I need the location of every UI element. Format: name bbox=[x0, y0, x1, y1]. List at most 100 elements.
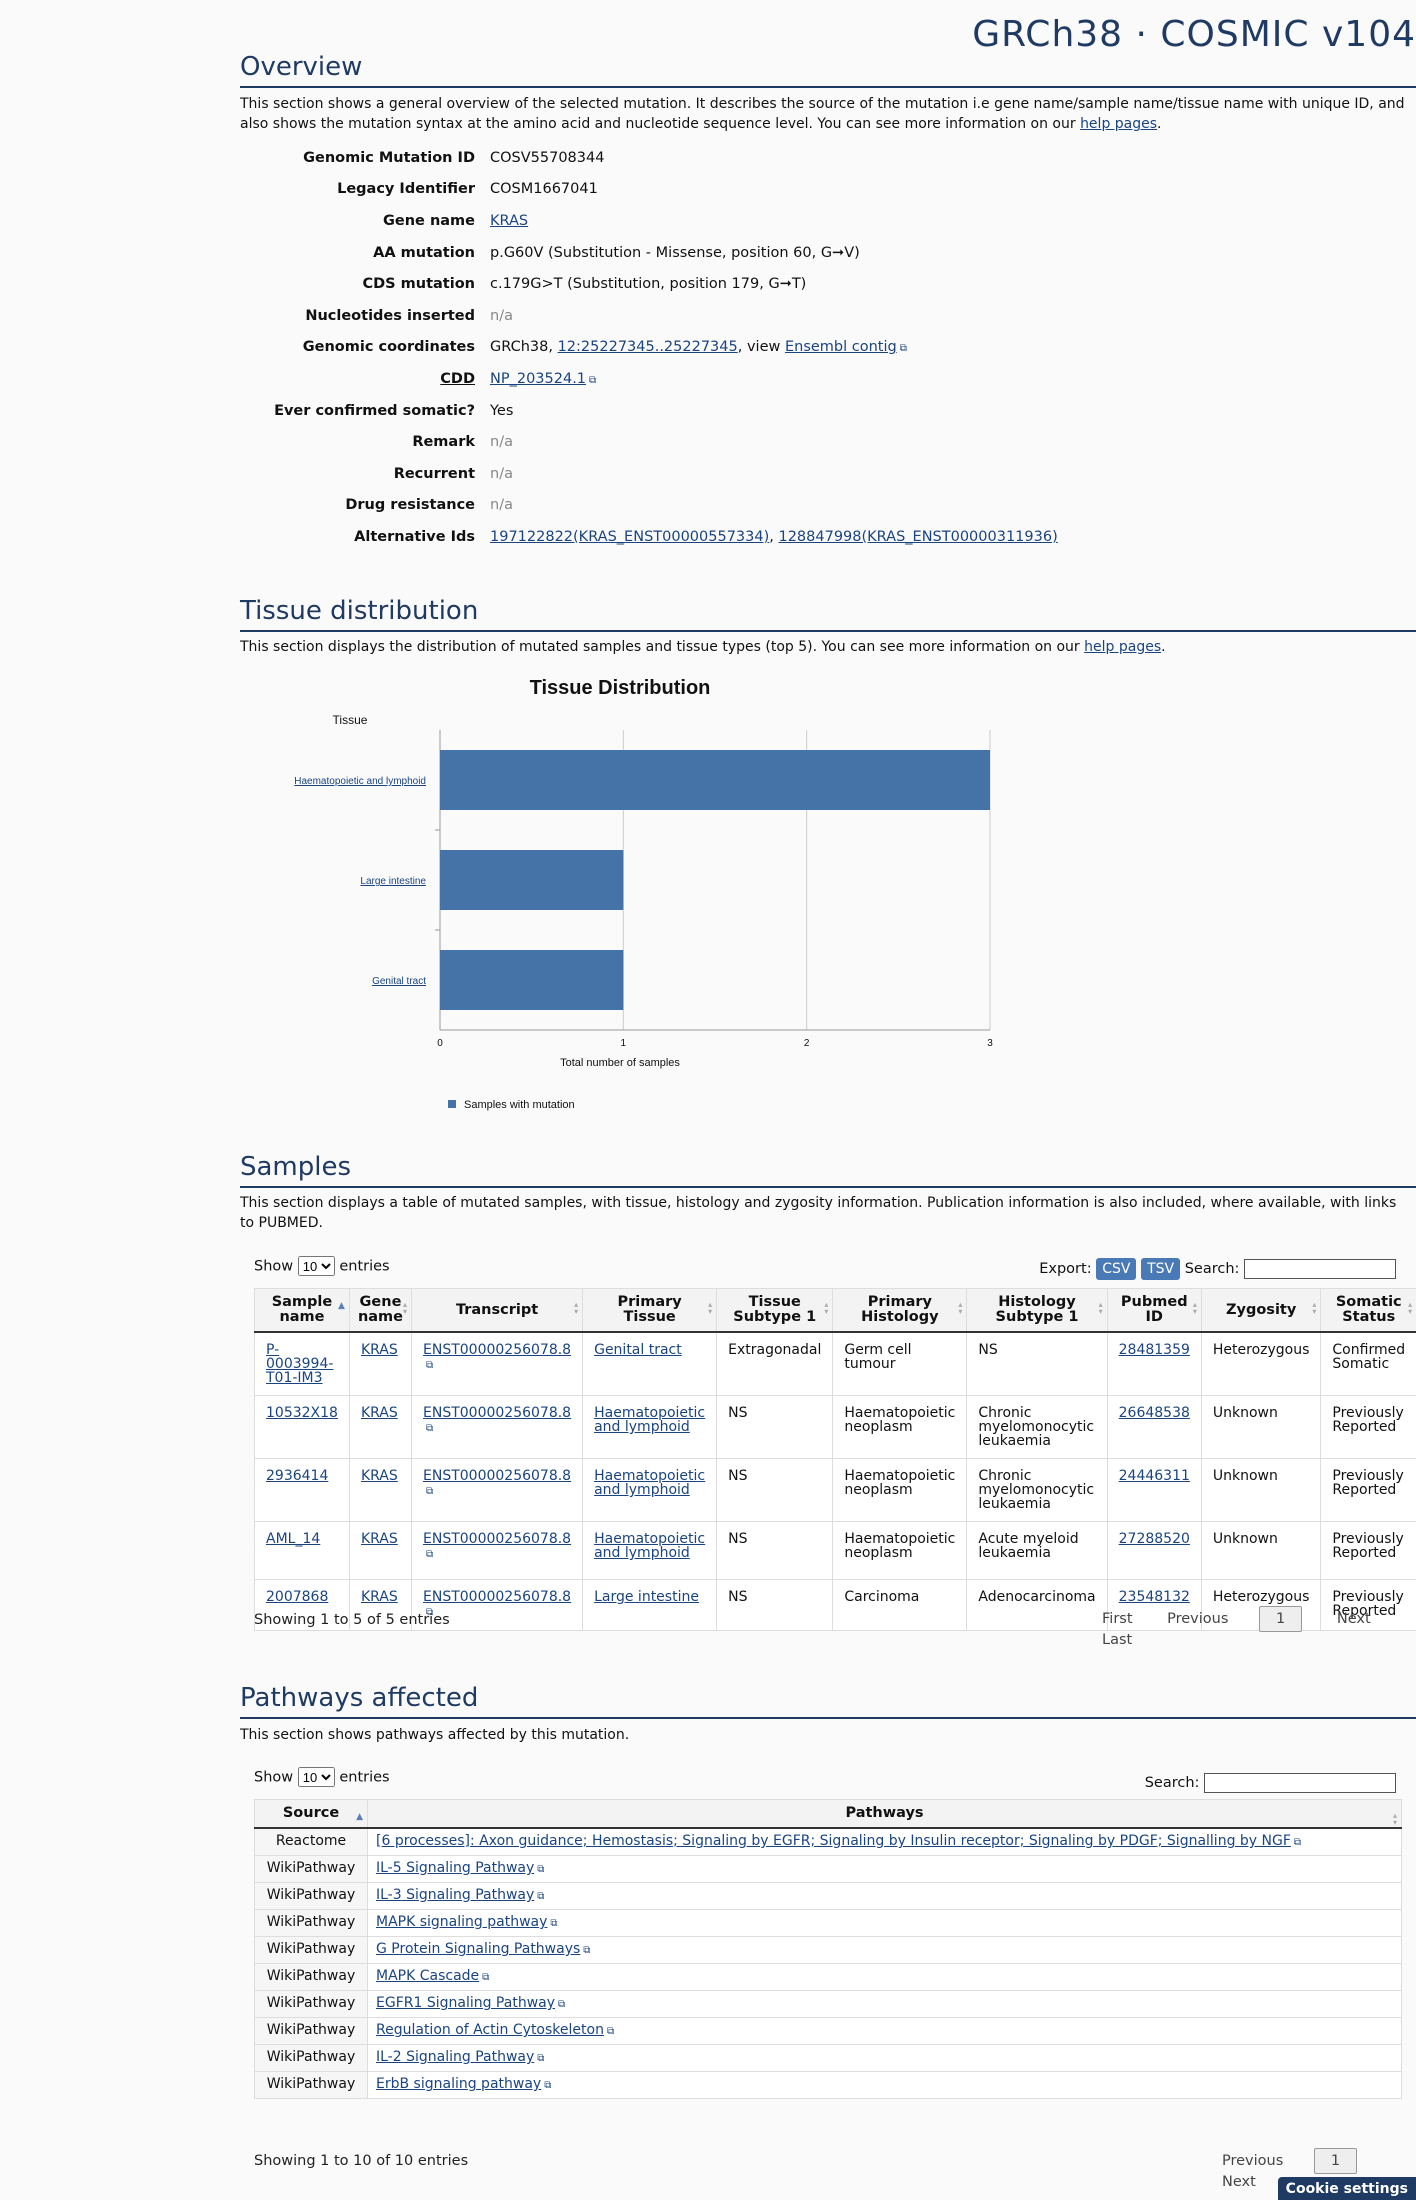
chart-bar[interactable] bbox=[440, 850, 624, 910]
field-drug-resistance: Drug resistance n/a bbox=[240, 490, 1410, 522]
cell-link[interactable]: 2007868 bbox=[266, 1589, 329, 1605]
cell-link[interactable]: 2936414 bbox=[266, 1468, 329, 1484]
chart-bar[interactable] bbox=[440, 750, 990, 810]
cell-link[interactable]: AML_14 bbox=[266, 1531, 321, 1547]
column-header[interactable]: Source bbox=[254, 1799, 368, 1829]
pathway-source: WikiPathway bbox=[266, 2076, 356, 2092]
cell-link[interactable]: KRAS bbox=[360, 1405, 398, 1421]
pager-current[interactable]: 1 bbox=[1313, 2148, 1358, 2174]
gene-name-link[interactable]: KRAS bbox=[490, 212, 529, 229]
pathways-page-size-select[interactable]: 10 bbox=[297, 1767, 335, 1787]
column-header[interactable]: Somatic Status bbox=[1320, 1288, 1416, 1333]
field-label: CDS mutation bbox=[362, 276, 475, 293]
pager-previous[interactable]: Previous bbox=[1167, 1611, 1229, 1627]
field-label: Genomic Mutation ID bbox=[303, 149, 475, 166]
cdd-link[interactable]: NP_203524.1 bbox=[490, 371, 596, 387]
column-header[interactable]: Tissue Subtype 1 bbox=[716, 1288, 834, 1333]
chart-x-tick-label: 0 bbox=[437, 1038, 443, 1049]
column-header[interactable]: Histology Subtype 1 bbox=[966, 1288, 1108, 1333]
chart-category-link[interactable]: Genital tract bbox=[372, 976, 426, 987]
column-header[interactable]: Gene name bbox=[348, 1288, 413, 1333]
cell-text: Heterozygous bbox=[1212, 1589, 1310, 1605]
pathway-link[interactable]: IL-2 Signaling Pathway bbox=[376, 2049, 544, 2065]
table-cell: EGFR1 Signaling Pathway bbox=[367, 1990, 1402, 2018]
tissue-help-link[interactable]: help pages bbox=[1084, 639, 1162, 655]
column-header[interactable]: Sample name bbox=[254, 1288, 350, 1333]
column-header[interactable]: Primary Tissue bbox=[582, 1288, 718, 1333]
ensembl-contig-link[interactable]: Ensembl contig bbox=[785, 339, 907, 355]
cell-link[interactable]: KRAS bbox=[360, 1531, 398, 1547]
export-csv-button[interactable]: CSV bbox=[1096, 1258, 1137, 1280]
cell-link[interactable]: Large intestine bbox=[594, 1589, 699, 1605]
pathway-link[interactable]: [6 processes]: Axon guidance; Hemostasis… bbox=[376, 1833, 1301, 1849]
cell-link[interactable]: ENST00000256078.8 bbox=[423, 1531, 571, 1561]
column-header[interactable]: Primary Histology bbox=[832, 1288, 968, 1333]
field-label[interactable]: CDD bbox=[440, 370, 475, 387]
column-header[interactable]: Pathways bbox=[367, 1799, 1402, 1829]
cell-link[interactable]: Haematopoietic and lymphoid bbox=[594, 1468, 706, 1498]
samples-page-size-select[interactable]: 10 bbox=[297, 1256, 335, 1276]
pager-next[interactable]: Next bbox=[1222, 2174, 1256, 2190]
cell-link[interactable]: ENST00000256078.8 bbox=[423, 1589, 571, 1619]
pathway-link[interactable]: IL-5 Signaling Pathway bbox=[376, 1860, 544, 1876]
cell-link[interactable]: 23548132 bbox=[1118, 1589, 1190, 1605]
cell-text: Haematopoietic neoplasm bbox=[844, 1531, 956, 1561]
pathway-link[interactable]: ErbB signaling pathway bbox=[376, 2076, 551, 2092]
samples-search-input[interactable] bbox=[1244, 1259, 1396, 1279]
pathway-link[interactable]: IL-3 Signaling Pathway bbox=[376, 1887, 544, 1903]
table-row: WikiPathway Regulation of Actin Cytoskele… bbox=[254, 2017, 1402, 2045]
pager-first[interactable]: First bbox=[1102, 1611, 1133, 1627]
pathway-link[interactable]: EGFR1 Signaling Pathway bbox=[376, 1995, 565, 2011]
cell-link[interactable]: 10532X18 bbox=[266, 1405, 338, 1421]
search-label: Search: bbox=[1144, 1775, 1200, 1791]
pager-previous[interactable]: Previous bbox=[1222, 2153, 1284, 2169]
cell-text: Previously Reported bbox=[1332, 1589, 1404, 1619]
cell-link[interactable]: 28481359 bbox=[1118, 1342, 1190, 1358]
cell-link[interactable]: ENST00000256078.8 bbox=[423, 1405, 571, 1435]
pager-next[interactable]: Next bbox=[1336, 1611, 1371, 1627]
cell-link[interactable]: KRAS bbox=[360, 1589, 398, 1605]
pathway-source: WikiPathway bbox=[266, 1941, 356, 1957]
overview-help-link[interactable]: help pages bbox=[1080, 116, 1158, 132]
column-header[interactable]: Pubmed ID bbox=[1106, 1288, 1202, 1333]
cell-link[interactable]: 26648538 bbox=[1118, 1405, 1190, 1421]
chart-bar[interactable] bbox=[440, 950, 624, 1010]
chart-category-link[interactable]: Haematopoietic and lymphoid bbox=[294, 776, 426, 787]
table-row: 2007868 KRAS ENST00000256078.8 Large intest… bbox=[254, 1579, 1416, 1631]
table-cell: [6 processes]: Axon guidance; Hemostasis… bbox=[367, 1828, 1402, 1856]
cell-text: Unknown bbox=[1212, 1468, 1278, 1484]
column-header-label: Zygosity bbox=[1226, 1301, 1297, 1318]
pager-current[interactable]: 1 bbox=[1259, 1606, 1303, 1632]
column-header[interactable]: Zygosity bbox=[1200, 1288, 1322, 1333]
export-tsv-button[interactable]: TSV bbox=[1141, 1258, 1181, 1280]
cell-link[interactable]: 27288520 bbox=[1118, 1531, 1190, 1547]
samples-description: This section displays a table of mutated… bbox=[240, 1195, 1397, 1231]
pager-last[interactable]: Last bbox=[1102, 1632, 1133, 1648]
cell-link[interactable]: Genital tract bbox=[594, 1342, 682, 1358]
cell-link[interactable]: Haematopoietic and lymphoid bbox=[594, 1405, 706, 1435]
table-cell: IL-3 Signaling Pathway bbox=[367, 1882, 1402, 1910]
chart-category-link[interactable]: Large intestine bbox=[360, 876, 426, 887]
alt-id-link[interactable]: 128847998(KRAS_ENST00000311936) bbox=[778, 528, 1058, 545]
field-label: Drug resistance bbox=[345, 497, 475, 514]
pathways-search-input[interactable] bbox=[1204, 1773, 1396, 1793]
pathway-source: WikiPathway bbox=[266, 1995, 356, 2011]
table-cell: Previously Reported bbox=[1320, 1521, 1416, 1580]
cell-link[interactable]: KRAS bbox=[360, 1342, 398, 1358]
pathway-link[interactable]: MAPK signaling pathway bbox=[376, 1914, 558, 1930]
column-header[interactable]: Transcript bbox=[410, 1288, 584, 1333]
pathway-link[interactable]: G Protein Signaling Pathways bbox=[376, 1941, 590, 1957]
field-label: Ever confirmed somatic? bbox=[274, 402, 475, 419]
cell-link[interactable]: KRAS bbox=[360, 1468, 398, 1484]
table-row: Reactome [6 processes]: Axon guidance; He… bbox=[254, 1828, 1402, 1856]
coords-link[interactable]: 12:25227345..25227345 bbox=[557, 339, 738, 356]
cell-link[interactable]: ENST00000256078.8 bbox=[423, 1468, 571, 1498]
pathway-link[interactable]: Regulation of Actin Cytoskeleton bbox=[376, 2022, 614, 2038]
pathway-link[interactable]: MAPK Cascade bbox=[376, 1968, 489, 1984]
cell-link[interactable]: ENST00000256078.8 bbox=[423, 1342, 571, 1372]
alt-id-link[interactable]: 197122822(KRAS_ENST00000557334) bbox=[490, 528, 770, 545]
cell-link[interactable]: 24446311 bbox=[1118, 1468, 1190, 1484]
cookie-settings-button[interactable]: Cookie settings bbox=[1277, 2177, 1416, 2200]
cell-link[interactable]: Haematopoietic and lymphoid bbox=[594, 1531, 706, 1561]
cell-link[interactable]: P-0003994-T01-IM3 bbox=[266, 1342, 334, 1386]
